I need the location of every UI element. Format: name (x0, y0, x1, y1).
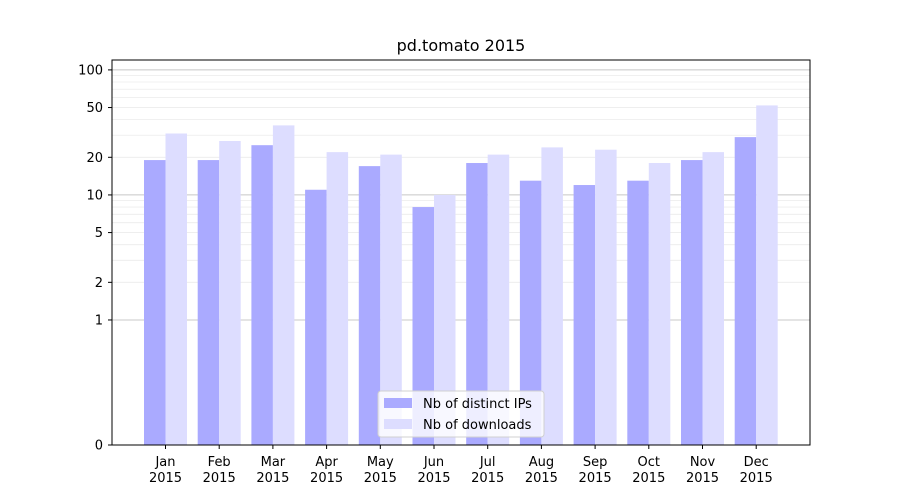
chart-title: pd.tomato 2015 (397, 36, 526, 55)
legend-box (377, 390, 545, 438)
y-tick-label: 2 (95, 276, 103, 291)
x-tick-label-month: Oct (638, 455, 660, 470)
x-tick-label-month: Jan (154, 455, 175, 470)
bar-downloads-nov (702, 152, 724, 445)
bar-distinct-ips-nov (681, 160, 703, 445)
legend-swatch (384, 419, 412, 429)
x-tick-label-month: Feb (208, 455, 231, 470)
x-tick-label-year: 2015 (364, 471, 397, 486)
y-axis: 0 1 2 5 10 20 50 100 (78, 63, 112, 454)
plot-frame (111, 59, 811, 446)
y-tick-label: 100 (78, 63, 103, 78)
x-tick-label-month: Jun (423, 455, 444, 470)
x-tick-label-month: Jul (479, 455, 496, 470)
y-tick-label: 10 (86, 188, 103, 203)
x-tick-label-month: Nov (690, 455, 716, 470)
x-tick-label-year: 2015 (686, 471, 719, 486)
x-tick-label-year: 2015 (149, 471, 182, 486)
bar-distinct-ips-aug (519, 180, 542, 445)
legend: Nb of distinct IPs Nb of downloads (377, 390, 545, 438)
y-tick-label: 20 (86, 151, 103, 166)
bar-downloads-oct (648, 163, 671, 445)
bar-distinct-ips-mar (251, 145, 273, 445)
bar-downloads-dec (756, 105, 778, 446)
bar-distinct-ips-sep (573, 185, 596, 445)
bars-layer (144, 105, 778, 446)
bar-distinct-ips-jul (466, 163, 488, 445)
bar-downloads-apr (326, 152, 349, 445)
x-tick-label-year: 2015 (579, 471, 612, 486)
bar-downloads-jul (487, 154, 510, 446)
x-tick-label-month: Aug (529, 455, 554, 470)
bar-distinct-ips-apr (305, 189, 327, 445)
legend-label: Nb of downloads (423, 418, 532, 433)
x-tick-label-month: May (367, 455, 394, 470)
legend-label: Nb of distinct IPs (423, 397, 532, 412)
x-tick-label-month: Mar (261, 455, 286, 470)
bar-distinct-ips-feb (197, 160, 220, 445)
legend-swatch (384, 398, 412, 408)
x-tick-label-year: 2015 (417, 471, 450, 486)
x-tick-label-month: Apr (315, 455, 338, 470)
bar-distinct-ips-dec (734, 137, 757, 445)
y-tick-label: 50 (86, 101, 103, 116)
y-tick-label: 5 (95, 226, 103, 241)
bar-distinct-ips-jun (412, 207, 434, 445)
x-tick-label-month: Dec (744, 455, 769, 470)
bar-downloads-may (380, 154, 402, 446)
x-axis: Jan2015Feb2015Mar2015Apr2015May2015Jun20… (149, 445, 773, 486)
bar-downloads-jan (165, 133, 187, 445)
x-tick-label-year: 2015 (203, 471, 236, 486)
bar-distinct-ips-oct (627, 180, 649, 445)
x-tick-label-year: 2015 (256, 471, 289, 486)
bar-downloads-jun (434, 194, 456, 445)
x-tick-label-year: 2015 (740, 471, 773, 486)
y-tick-label: 1 (95, 313, 103, 328)
x-tick-label-year: 2015 (525, 471, 558, 486)
y-tick-label: 0 (95, 439, 103, 454)
bar-distinct-ips-may (358, 166, 381, 445)
bar-downloads-aug (541, 147, 563, 446)
bar-downloads-mar (272, 125, 295, 445)
x-tick-label-month: Sep (583, 455, 608, 470)
bar-downloads-sep (595, 149, 617, 446)
bar-distinct-ips-jan (144, 160, 166, 445)
x-tick-label-year: 2015 (632, 471, 665, 486)
x-tick-label-year: 2015 (310, 471, 343, 486)
bar-downloads-feb (219, 140, 241, 445)
x-tick-label-year: 2015 (471, 471, 504, 486)
